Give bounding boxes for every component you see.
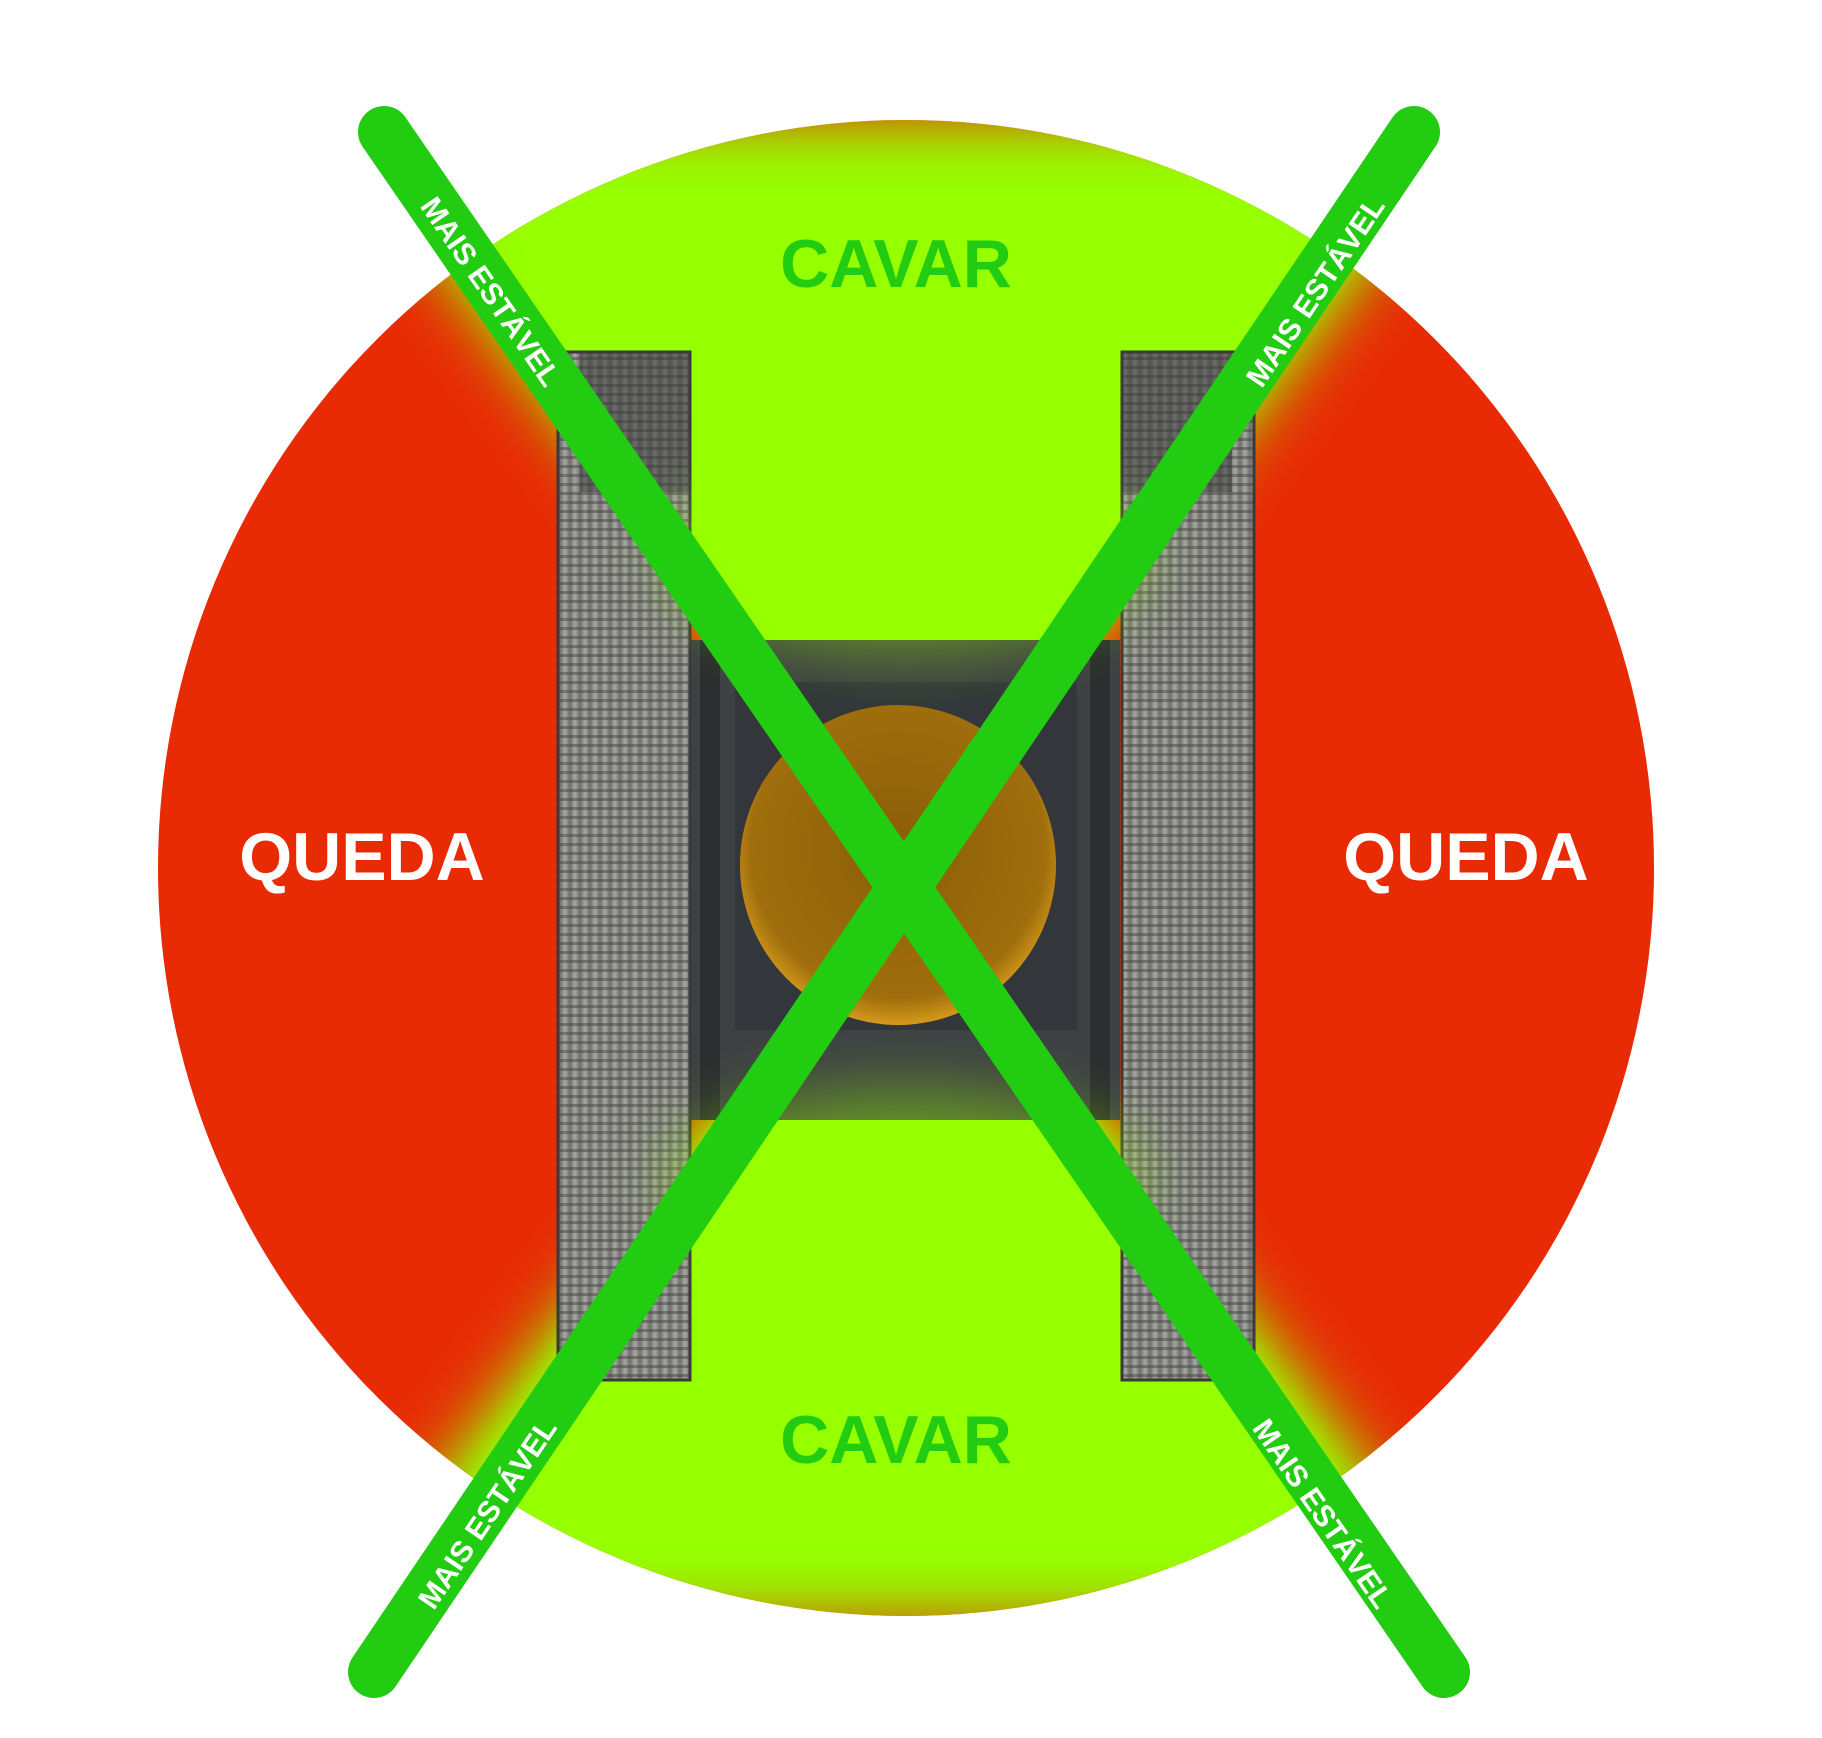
fall-label-right: QUEDA [1343,819,1589,895]
dig-label-top: CAVAR [780,226,1012,302]
dig-label-bottom: CAVAR [780,1402,1012,1478]
fall-label-left: QUEDA [239,819,485,895]
zone-overlay [666,470,1146,1270]
stable-band-diagonal-b [348,106,1440,1698]
